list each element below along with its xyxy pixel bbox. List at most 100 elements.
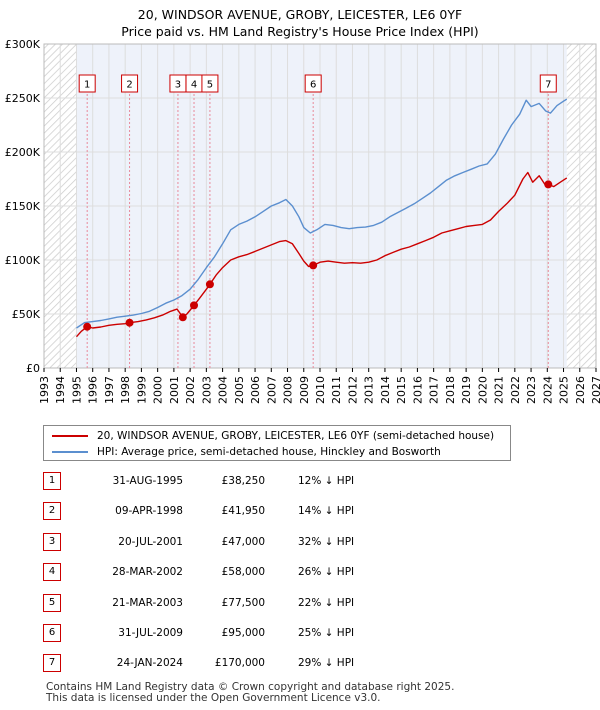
legend-item-hpi: HPI: Average price, semi-detached house,… <box>52 444 441 460</box>
footer: Contains HM Land Registry data © Crown c… <box>46 682 454 704</box>
sale-point <box>309 261 318 270</box>
legend: 20, WINDSOR AVENUE, GROBY, LEICESTER, LE… <box>43 425 511 461</box>
sale-number-badge: 5 <box>43 594 61 612</box>
x-tick-label: 2022 <box>509 376 522 404</box>
x-tick-label: 2016 <box>411 376 424 404</box>
legend-item-property: 20, WINDSOR AVENUE, GROBY, LEICESTER, LE… <box>52 428 494 444</box>
sale-date: 31-AUG-1995 <box>112 475 183 487</box>
x-tick-label: 1999 <box>135 376 148 404</box>
sale-date: 20-JUL-2001 <box>118 536 183 548</box>
legend-swatch-red <box>52 435 88 437</box>
sale-point <box>190 301 199 310</box>
sale-point <box>544 180 553 189</box>
sale-date: 31-JUL-2009 <box>118 627 183 639</box>
sale-date: 09-APR-1998 <box>115 505 183 517</box>
x-tick-label: 2026 <box>574 376 587 404</box>
x-tick-label: 2015 <box>395 376 408 404</box>
sale-number-badge: 7 <box>43 654 61 672</box>
legend-label-hpi: HPI: Average price, semi-detached house,… <box>97 446 441 458</box>
sale-label-box <box>539 74 557 93</box>
y-tick-label: £300K <box>5 38 41 51</box>
x-tick-label: 2025 <box>558 376 571 404</box>
y-tick-label: £100K <box>5 254 41 267</box>
chart-subtitle: Price paid vs. HM Land Registry's House … <box>121 24 479 39</box>
x-tick-label: 2027 <box>590 376 600 404</box>
sale-label-number: 4 <box>191 80 197 91</box>
x-tick-label: 2017 <box>428 376 441 404</box>
x-tick-label: 2010 <box>314 376 327 404</box>
sale-hpi-diff: 32% ↓ HPI <box>298 536 355 548</box>
footer-licence: This data is licensed under the Open Gov… <box>46 692 381 704</box>
table-row: 6 31-JUL-2009 £95,000 25% ↓ HPI <box>43 624 563 644</box>
legend-label-property: 20, WINDSOR AVENUE, GROBY, LEICESTER, LE… <box>97 430 495 442</box>
sale-number-badge: 2 <box>43 502 61 520</box>
x-tick-label: 2024 <box>541 376 554 404</box>
x-tick-label: 2000 <box>152 376 165 404</box>
sale-price: £170,000 <box>214 657 265 669</box>
sale-label-number: 6 <box>310 80 316 91</box>
sale-number-badge: 3 <box>43 533 61 551</box>
table-row: 4 28-MAR-2002 £58,000 26% ↓ HPI <box>43 563 563 583</box>
x-tick-label: 2004 <box>217 376 230 404</box>
sale-label-box <box>304 74 322 93</box>
x-tick-label: 2009 <box>298 376 311 404</box>
legend-swatch-blue <box>52 451 88 453</box>
x-tick-label: 2018 <box>444 376 457 404</box>
sale-hpi-diff: 29% ↓ HPI <box>298 657 355 669</box>
x-tick-label: 2012 <box>346 376 359 404</box>
x-tick-label: 2002 <box>184 376 197 404</box>
table-row: 3 20-JUL-2001 £47,000 32% ↓ HPI <box>43 533 563 553</box>
x-tick-label: 2007 <box>265 376 278 404</box>
y-tick-label: £50K <box>12 308 41 321</box>
sale-hpi-diff: 12% ↓ HPI <box>298 475 355 487</box>
y-tick-label: £0 <box>26 362 40 375</box>
x-tick-label: 2013 <box>363 376 376 404</box>
sale-date: 21-MAR-2003 <box>112 597 183 609</box>
sale-date: 28-MAR-2002 <box>112 566 183 578</box>
x-tick-label: 2019 <box>460 376 473 404</box>
sale-price: £41,950 <box>221 505 265 517</box>
sale-point <box>205 280 214 289</box>
x-tick-label: 1993 <box>38 376 51 404</box>
sale-label-number: 2 <box>126 80 132 91</box>
x-tick-label: 2011 <box>330 376 343 404</box>
chart-title: 20, WINDSOR AVENUE, GROBY, LEICESTER, LE… <box>137 7 463 22</box>
table-row: 5 21-MAR-2003 £77,500 22% ↓ HPI <box>43 594 563 614</box>
x-tick-label: 2021 <box>493 376 506 404</box>
sale-price: £47,000 <box>221 536 265 548</box>
hpi-series-line <box>76 98 568 329</box>
sale-price: £77,500 <box>221 597 265 609</box>
table-row: 7 24-JAN-2024 £170,000 29% ↓ HPI <box>43 654 563 674</box>
sale-price: £95,000 <box>221 627 265 639</box>
sale-label-number: 3 <box>175 80 181 91</box>
sale-label-box <box>121 74 139 93</box>
x-tick-label: 1995 <box>70 376 83 404</box>
sale-label-number: 1 <box>84 80 90 91</box>
x-tick-label: 1997 <box>103 376 116 404</box>
sale-hpi-diff: 26% ↓ HPI <box>298 566 355 578</box>
x-tick-label: 2006 <box>249 376 262 404</box>
x-tick-label: 1998 <box>119 376 132 404</box>
x-tick-label: 1996 <box>87 376 100 404</box>
sale-hpi-diff: 22% ↓ HPI <box>298 597 355 609</box>
x-tick-label: 2003 <box>200 376 213 404</box>
table-row: 2 09-APR-1998 £41,950 14% ↓ HPI <box>43 502 563 522</box>
sale-point <box>83 322 92 331</box>
y-tick-label: £200K <box>5 146 41 159</box>
sale-number-badge: 6 <box>43 624 61 642</box>
x-tick-label: 2023 <box>525 376 538 404</box>
sale-label-box <box>201 74 219 93</box>
x-tick-label: 1994 <box>54 376 67 404</box>
sale-point <box>178 313 187 322</box>
x-tick-label: 2005 <box>233 376 246 404</box>
sale-number-badge: 1 <box>43 472 61 490</box>
sale-hpi-diff: 14% ↓ HPI <box>298 505 355 517</box>
sale-price: £58,000 <box>221 566 265 578</box>
x-tick-label: 2014 <box>379 376 392 404</box>
x-tick-label: 2001 <box>168 376 181 404</box>
sale-price: £38,250 <box>221 475 265 487</box>
sale-label-box <box>78 74 96 93</box>
chart-title-block: 20, WINDSOR AVENUE, GROBY, LEICESTER, LE… <box>0 6 600 40</box>
footer-copyright: Contains HM Land Registry data © Crown c… <box>46 681 455 693</box>
